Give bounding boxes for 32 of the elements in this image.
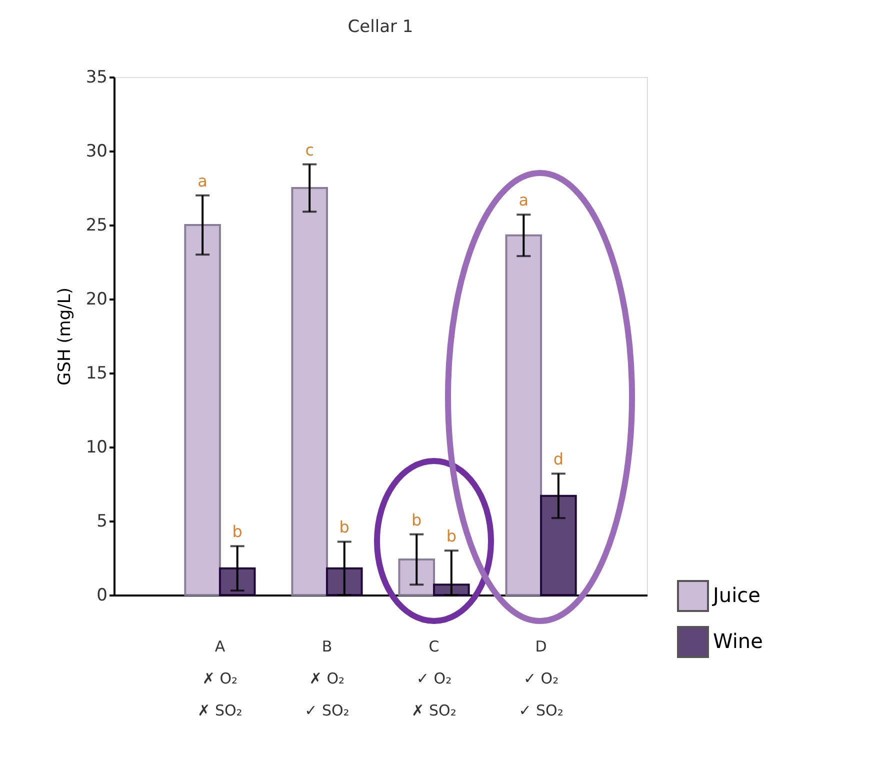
x-tick-label: C ✓ O₂ ✗ SO₂ bbox=[412, 638, 456, 720]
bar bbox=[184, 224, 221, 596]
annotation: a bbox=[518, 190, 529, 210]
y-tick-label: 5 bbox=[96, 512, 108, 532]
bar bbox=[433, 584, 470, 596]
y-tick-label: 20 bbox=[86, 290, 108, 310]
bar bbox=[398, 558, 436, 596]
y-axis-title: GSH (mg/L) bbox=[54, 288, 75, 386]
annotation: d bbox=[553, 450, 564, 469]
annotation: b bbox=[446, 526, 456, 546]
bar bbox=[326, 567, 363, 596]
annotation: c bbox=[305, 140, 314, 160]
bar bbox=[218, 567, 256, 596]
y-tick-label: 35 bbox=[86, 68, 108, 88]
annotation: b bbox=[412, 510, 422, 530]
chart-title: Cellar 1 bbox=[348, 17, 414, 37]
y-tick-label: 10 bbox=[86, 438, 108, 458]
bar bbox=[505, 234, 542, 596]
x-tick-label: A ✗ O₂ ✗ SO₂ bbox=[198, 638, 242, 720]
annotation: a bbox=[198, 171, 208, 190]
y-tick-label: 0 bbox=[96, 586, 108, 606]
legend-label: Wine bbox=[713, 629, 763, 653]
legend-label: Juice bbox=[711, 583, 760, 607]
y-tick-label: 30 bbox=[86, 142, 108, 162]
x-tick-label: B ✗ O₂ ✓ SO₂ bbox=[304, 638, 350, 720]
annotation: b bbox=[232, 522, 242, 542]
bar bbox=[291, 187, 328, 596]
y-tick-label: 25 bbox=[86, 216, 108, 236]
y-tick-label: 15 bbox=[86, 364, 108, 384]
annotation: b bbox=[339, 518, 350, 537]
bar bbox=[540, 494, 577, 596]
x-tick-label: D ✓ O₂ ✓ SO₂ bbox=[518, 638, 564, 720]
